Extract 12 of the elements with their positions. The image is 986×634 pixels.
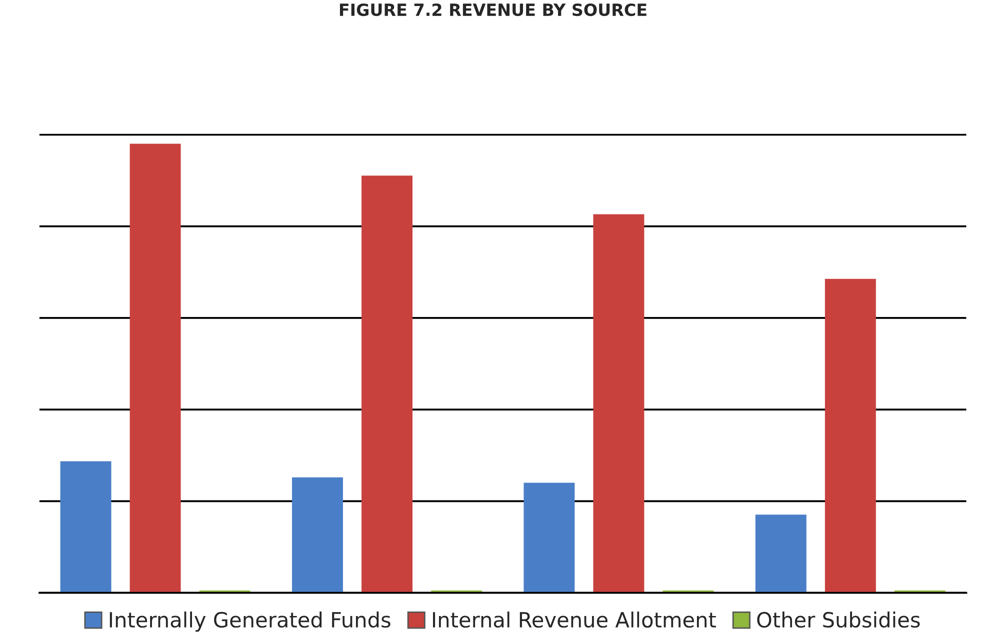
- legend-label: Other Subsidies: [757, 612, 920, 628]
- bar: [755, 514, 806, 593]
- bar: [60, 461, 112, 593]
- bar: [362, 176, 412, 593]
- bar: [524, 482, 575, 593]
- legend-label: Internally Generated Funds: [110, 612, 390, 632]
- bar: [824, 278, 876, 593]
- chart-title: FIGURE 7.2 REVENUE BY SOURCE: [340, 3, 646, 16]
- bar: [130, 144, 181, 593]
- legend-label: Internal Revenue Allotment: [432, 612, 716, 628]
- bar: [292, 477, 343, 593]
- bar: [593, 214, 644, 593]
